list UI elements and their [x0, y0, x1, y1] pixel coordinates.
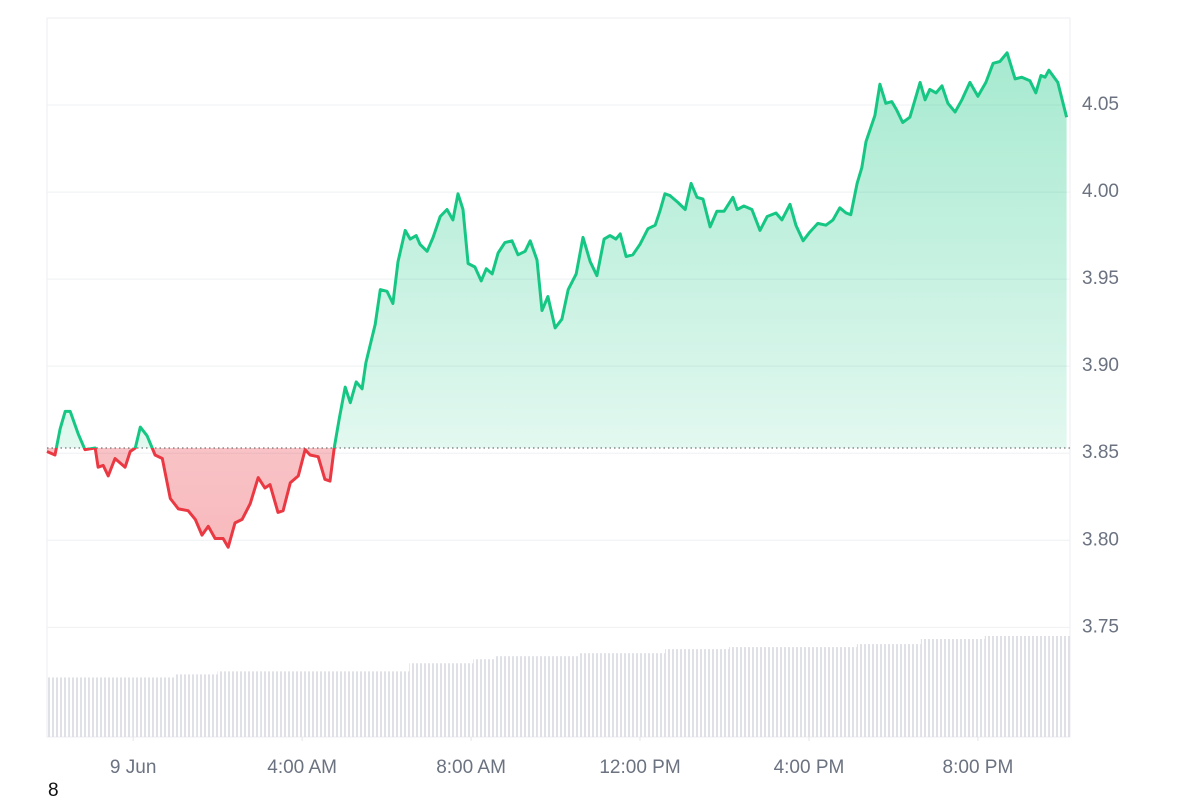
- volume-bar: [302, 671, 325, 737]
- y-tick-label: 3.85: [1082, 442, 1119, 463]
- area-up: [47, 52, 1067, 449]
- footnote: 8: [48, 780, 59, 800]
- price-line-down: [46, 448, 336, 549]
- x-tick-label: 9 Jun: [110, 757, 156, 778]
- volume-bar: [707, 649, 729, 737]
- volume-bar: [47, 677, 69, 737]
- volume-bar: [260, 671, 282, 737]
- volume-bar: [324, 671, 346, 737]
- volume-bar: [899, 644, 921, 737]
- x-tick-label: 12:00 PM: [599, 757, 680, 778]
- volume-bar: [110, 677, 133, 737]
- volume-bar: [132, 677, 154, 737]
- volume-bar: [174, 674, 197, 737]
- volume-bar: [856, 644, 879, 737]
- volume-bar: [153, 677, 175, 737]
- volume-bar: [196, 674, 218, 737]
- volume-bar: [366, 671, 388, 737]
- volume-bar: [622, 653, 644, 737]
- volume-bar: [451, 663, 474, 737]
- volume-bar: [942, 639, 964, 737]
- volume-bar: [729, 647, 751, 737]
- volume-bar: [601, 653, 623, 737]
- volume-bar: [281, 671, 303, 737]
- price-line-up: [54, 51, 1069, 449]
- x-tick-label: 4:00 PM: [774, 757, 845, 778]
- volume-bar: [238, 671, 261, 737]
- y-tick-label: 3.90: [1082, 355, 1119, 376]
- volume-bar: [750, 647, 772, 737]
- volume-bar: [537, 656, 559, 737]
- y-tick-label: 4.05: [1082, 94, 1119, 115]
- volume-bar: [814, 647, 836, 737]
- volume-bar: [473, 659, 495, 737]
- volume-bar: [1027, 636, 1049, 737]
- volume-bar: [792, 647, 815, 737]
- volume-bar: [345, 671, 367, 737]
- volume-bar: [217, 671, 239, 737]
- volume-bar: [1006, 636, 1028, 737]
- volume-bar: [984, 636, 1007, 737]
- area-down: [47, 448, 335, 548]
- volume-bar: [515, 656, 538, 737]
- y-tick-label: 4.00: [1082, 181, 1119, 202]
- x-tick-label: 8:00 PM: [943, 757, 1014, 778]
- volume-bar: [665, 649, 687, 737]
- volume-bar: [430, 663, 452, 737]
- volume-bar: [89, 677, 111, 737]
- volume-bar: [643, 653, 666, 737]
- volume-bar: [686, 649, 708, 737]
- volume-bar: [388, 671, 410, 737]
- volume-bar: [409, 663, 431, 737]
- x-tick-label: 8:00 AM: [436, 757, 506, 778]
- volume-bar: [558, 656, 580, 737]
- volume-bar: [68, 677, 90, 737]
- volume-bar: [878, 644, 900, 737]
- volume-bar: [771, 647, 793, 737]
- volume-bar: [963, 639, 985, 737]
- volume-bar: [1048, 636, 1070, 737]
- y-tick-label: 3.95: [1082, 268, 1119, 289]
- x-tick-label: 4:00 AM: [267, 757, 337, 778]
- volume-bar: [920, 639, 943, 737]
- volume-bar: [579, 653, 602, 737]
- y-tick-label: 3.80: [1082, 529, 1119, 550]
- volume-bar: [835, 647, 857, 737]
- y-tick-label: 3.75: [1082, 616, 1119, 637]
- volume-bar: [494, 656, 516, 737]
